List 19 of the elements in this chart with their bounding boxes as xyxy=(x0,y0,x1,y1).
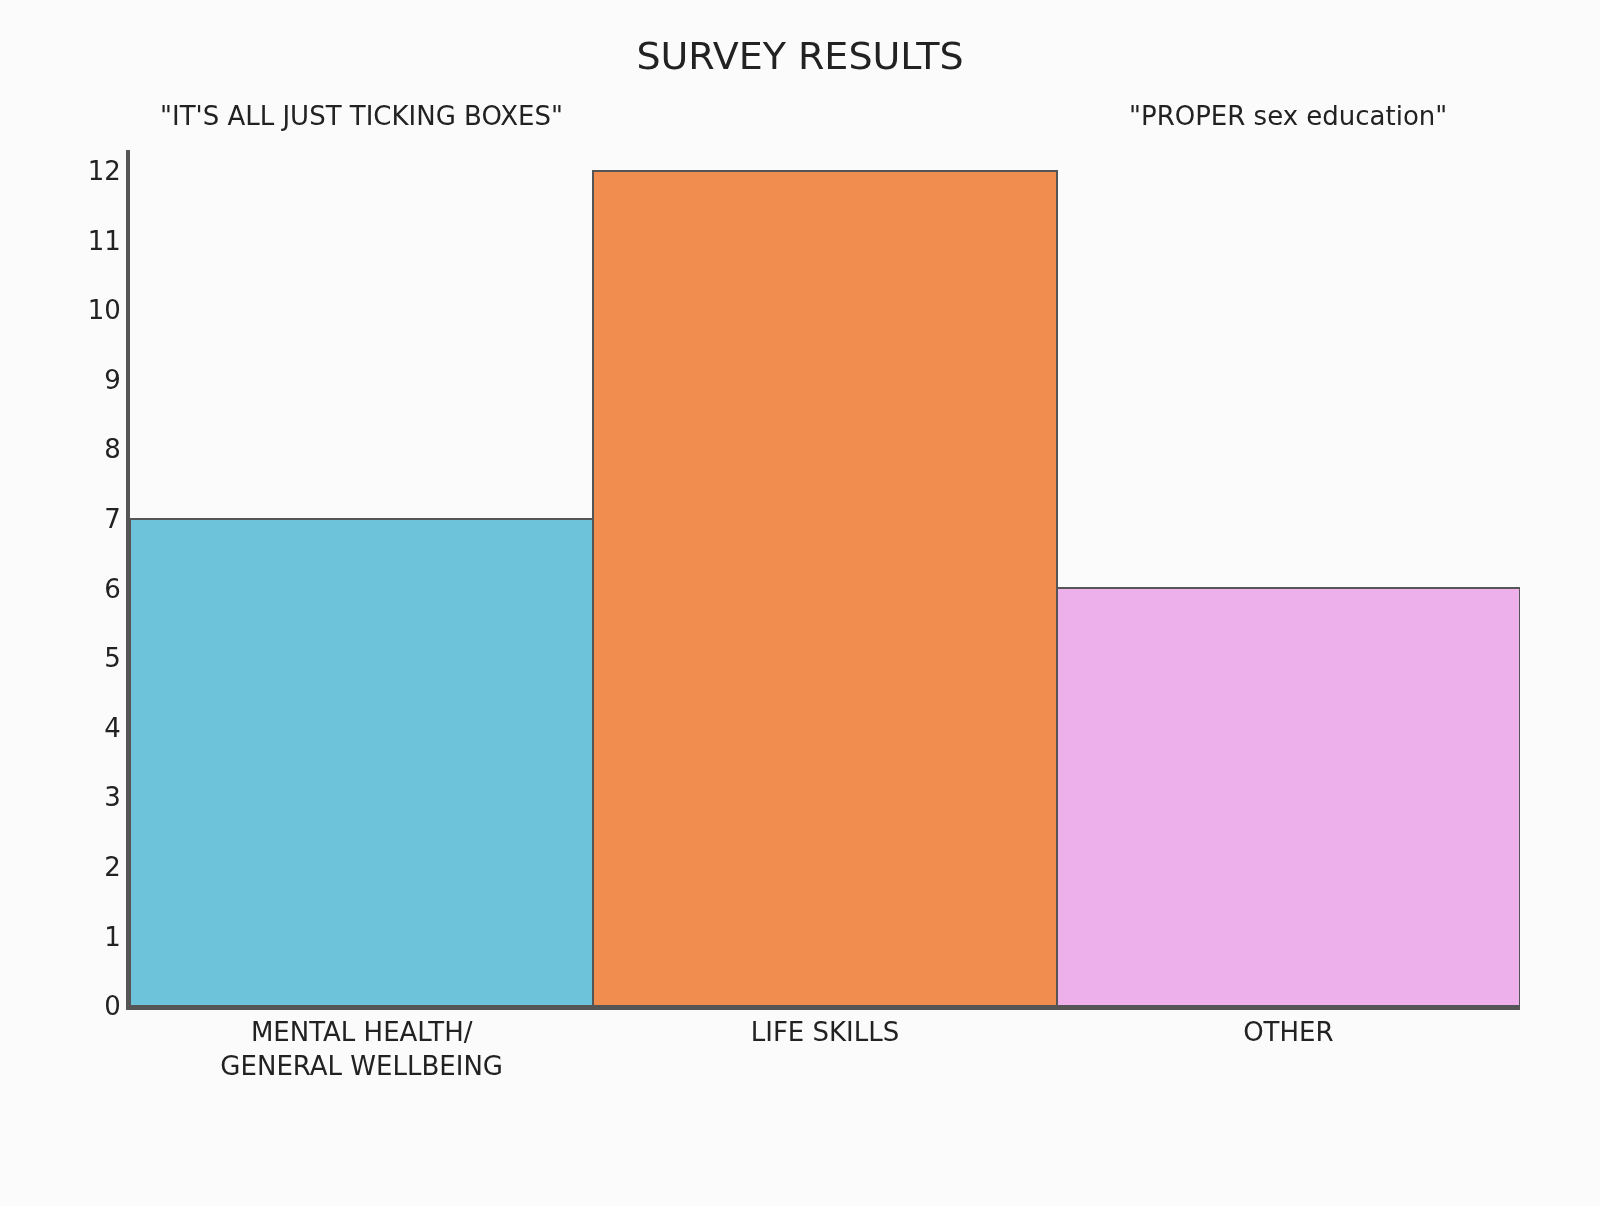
x-tick-label: LIFE SKILLS xyxy=(750,1017,900,1048)
y-tick-label: 11 xyxy=(87,225,121,256)
y-tick-label: 12 xyxy=(87,155,121,186)
x-tick-label: MENTAL HEALTH/ GENERAL WELLBEING xyxy=(220,1017,503,1081)
chart-title: SURVEY RESULTS xyxy=(636,33,964,78)
text: "PROPER sex education" xyxy=(1129,101,1448,131)
y-tick-label: 0 xyxy=(104,991,121,1022)
y-tick-label: 5 xyxy=(104,643,121,674)
y-tick-label: 6 xyxy=(104,573,121,604)
x-tick-label: OTHER xyxy=(1243,1017,1334,1048)
y-tick-label: 10 xyxy=(87,295,121,326)
y-tick-label: 1 xyxy=(104,921,121,952)
y-tick-label: 3 xyxy=(104,782,121,813)
y-tick-label: 7 xyxy=(104,503,121,534)
y-tick-label: 9 xyxy=(104,364,121,395)
text: "IT'S ALL JUST TICKING BOXES" xyxy=(160,101,563,131)
y-tick-label: 4 xyxy=(104,712,121,743)
y-tick-label: 8 xyxy=(104,434,121,465)
y-tick-label: 2 xyxy=(104,851,121,882)
